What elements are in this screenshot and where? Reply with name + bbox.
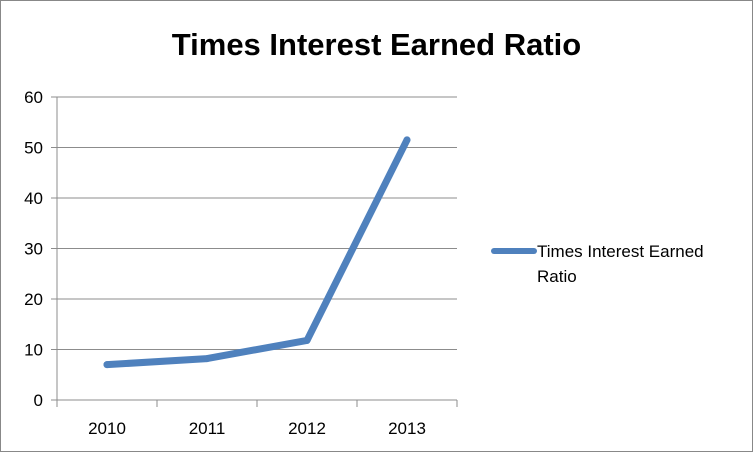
legend-swatch [491, 248, 537, 254]
y-tick-label: 60 [24, 88, 43, 107]
y-tick-label: 40 [24, 189, 43, 208]
data-point [403, 136, 411, 144]
y-tick-label: 0 [34, 391, 43, 410]
y-tick-label: 20 [24, 290, 43, 309]
chart-title: Times Interest Earned Ratio [171, 27, 582, 62]
series-line [103, 136, 411, 369]
data-point [103, 361, 111, 369]
legend-label: Times Interest Earned Ratio [537, 242, 704, 286]
x-tick-label: 2013 [388, 419, 426, 438]
data-point [303, 336, 311, 344]
data-point [203, 355, 211, 363]
y-tick-label: 10 [24, 341, 43, 360]
y-tick-label: 30 [24, 240, 43, 259]
x-tick-label: 2012 [288, 419, 326, 438]
x-tick-label: 2011 [189, 419, 226, 438]
x-tick-label: 2010 [88, 419, 126, 438]
y-tick-label: 50 [24, 139, 43, 158]
